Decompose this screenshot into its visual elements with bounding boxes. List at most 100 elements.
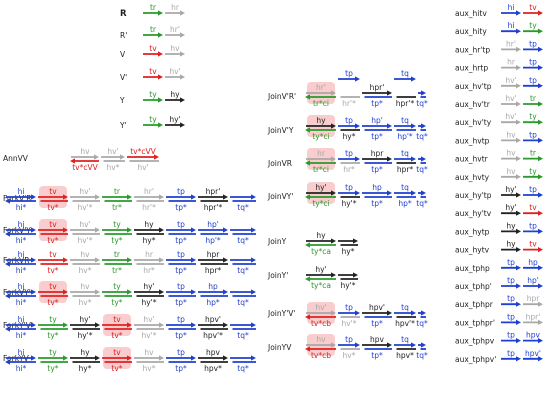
bottom-strand-head xyxy=(70,158,75,164)
top-strand-arrow-head xyxy=(353,238,358,244)
top-strand-label: hv xyxy=(506,149,516,158)
bottom-strand-label: hr'* xyxy=(342,99,356,108)
bottom-strand-label: hpv* xyxy=(204,364,222,373)
bottom-strand-label: hr* xyxy=(143,266,155,275)
bottom-strand-label: tv* xyxy=(47,298,58,307)
top-strand-arrow-head xyxy=(421,123,426,129)
top-strand-label: tp xyxy=(177,348,185,357)
row-label: aux_hvtr xyxy=(455,155,489,164)
top-strand-arrow-head xyxy=(180,97,185,103)
top-strand-arrow-head xyxy=(387,310,392,316)
row-label: Y' xyxy=(119,121,127,130)
top-strand-arrow-head xyxy=(251,355,256,361)
top-strand-arrow-head xyxy=(538,101,543,107)
top-strand-label: tq xyxy=(401,69,409,78)
top-strand-arrow-head xyxy=(355,156,360,162)
bottom-strand-label: tv*cb xyxy=(311,351,331,360)
top-strand-label: tp xyxy=(345,335,353,344)
top-strand-arrow-head xyxy=(159,355,164,361)
bottom-strand-head xyxy=(5,231,10,237)
top-strand-label: hr' xyxy=(170,25,180,34)
bottom-strand-label: ty* xyxy=(111,298,122,307)
top-strand-arrow-head xyxy=(158,122,163,128)
top-strand-label: tv xyxy=(49,282,57,291)
top-strand-arrow-head xyxy=(516,119,521,125)
top-strand-arrow-head xyxy=(538,65,543,71)
bottom-strand-head xyxy=(305,314,310,320)
bottom-strand-label: tr*ci xyxy=(313,99,329,108)
top-strand-label: hpv xyxy=(526,331,541,340)
top-strand-arrow-head xyxy=(31,227,36,233)
top-strand-arrow-head xyxy=(516,210,521,216)
row-label: aux_tphpr xyxy=(455,300,494,309)
top-strand-label: hv' xyxy=(505,76,516,85)
row-label: aux_hity xyxy=(455,27,487,36)
top-strand-label: hi xyxy=(18,250,25,259)
row-label: aux_tphp xyxy=(455,264,490,273)
bottom-strand-label: hy* xyxy=(79,364,92,373)
top-strand-arrow-head xyxy=(516,247,521,253)
top-strand-arrow-head xyxy=(538,228,543,234)
bottom-strand-label: hr* xyxy=(343,165,355,174)
top-strand-label: tp xyxy=(529,130,537,139)
top-strand-arrow-head xyxy=(191,322,196,328)
top-strand-arrow-head xyxy=(331,310,336,316)
row-label: JoinY xyxy=(267,237,287,246)
top-strand-label: hi xyxy=(18,348,25,357)
top-strand-label: tp xyxy=(507,258,515,267)
top-strand-arrow-head xyxy=(251,289,256,295)
bottom-strand-label: hpv* xyxy=(396,351,414,360)
top-strand-label: hpv xyxy=(206,348,221,357)
top-strand-label: tp xyxy=(507,276,515,285)
row-label: aux_hvtp xyxy=(455,136,490,145)
bottom-strand-label: hy* xyxy=(343,132,356,141)
row-label: aux_hy'tp xyxy=(455,191,492,200)
top-strand-arrow-head xyxy=(331,272,336,278)
top-strand-label: tv xyxy=(529,3,537,12)
top-strand-label: hr' xyxy=(144,187,154,196)
bottom-strand-label: tv* xyxy=(47,236,58,245)
bottom-strand-label: hv* xyxy=(143,364,156,373)
top-strand-arrow-head xyxy=(538,10,543,16)
bottom-strand-head xyxy=(5,359,10,365)
top-strand-label: hp' xyxy=(371,116,383,125)
top-strand-label: hy xyxy=(506,240,516,249)
top-strand-label: tr xyxy=(530,94,537,103)
top-strand-label: hy xyxy=(316,116,326,125)
top-strand-arrow-head xyxy=(538,247,543,253)
row-label: JoinYV xyxy=(267,343,292,352)
top-strand-arrow-head xyxy=(516,137,521,143)
top-strand-label: hp' xyxy=(527,276,539,285)
top-strand-arrow-head xyxy=(387,90,392,96)
top-strand-label: hv' xyxy=(315,303,326,312)
bottom-strand-label: hp'* xyxy=(205,236,221,245)
top-strand-label: tp xyxy=(345,116,353,125)
top-strand-label: ty xyxy=(113,282,121,291)
row-label: aux_tphpr' xyxy=(455,318,495,327)
top-strand-label: hv' xyxy=(505,94,516,103)
top-strand-label: hpr xyxy=(527,294,541,303)
top-strand-label: tp xyxy=(177,315,185,324)
top-strand-arrow-head xyxy=(180,122,185,128)
top-strand-arrow-head xyxy=(127,289,132,295)
top-strand-label: tq xyxy=(401,149,409,158)
top-strand-label: hv xyxy=(170,44,180,53)
top-strand-label: hr xyxy=(507,58,516,67)
row-label: JoinY'V' xyxy=(267,309,295,318)
top-strand-label: ty xyxy=(49,315,57,324)
row-label: aux_hy'tv xyxy=(455,209,492,218)
top-strand-arrow-head xyxy=(127,227,132,233)
top-strand-arrow-head xyxy=(127,257,132,263)
top-strand-label: tp xyxy=(507,349,515,358)
top-strand-arrow-head xyxy=(411,190,416,196)
top-strand-arrow-head xyxy=(223,257,228,263)
top-strand-label: hv xyxy=(506,167,516,176)
top-strand-arrow-head xyxy=(159,194,164,200)
top-strand-arrow-head xyxy=(411,123,416,129)
top-strand-arrow-head xyxy=(387,190,392,196)
top-strand-label: hv' xyxy=(79,220,90,229)
bottom-strand-label: hv'* xyxy=(77,203,92,212)
top-strand-label: tr xyxy=(114,187,121,196)
top-strand-arrow-head xyxy=(191,355,196,361)
